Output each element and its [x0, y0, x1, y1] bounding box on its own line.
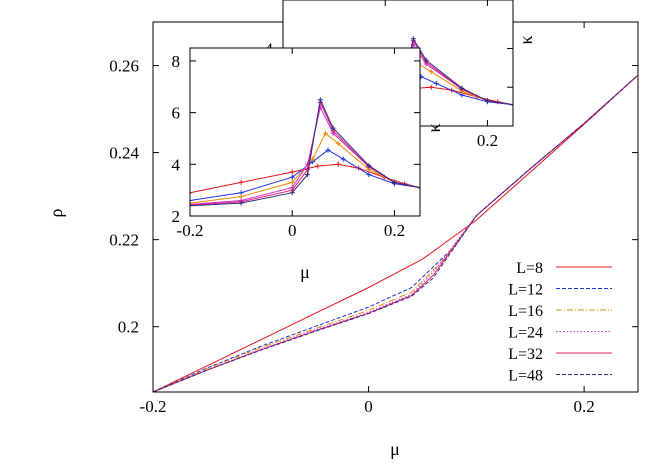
data-point	[428, 84, 434, 90]
data-point	[335, 161, 341, 167]
y-tick-label: 0.26	[109, 57, 139, 76]
x-tick-label: -0.2	[177, 221, 204, 240]
inset-front: -0.2 0 0.2 2 4 6 8 μ κ	[172, 47, 444, 282]
data-point	[289, 190, 295, 196]
series-line-l16	[153, 74, 638, 392]
data-point	[417, 185, 420, 191]
y-tick-label: 6	[172, 104, 181, 123]
y-axis-label: ρ	[46, 208, 66, 217]
data-point	[190, 201, 193, 207]
legend-label: L=48	[508, 368, 543, 385]
data-point	[315, 163, 321, 169]
x-axis-label: μ	[300, 262, 310, 282]
data-point	[289, 179, 295, 185]
data-point	[190, 197, 193, 203]
x-tick-label: 0.2	[477, 131, 498, 150]
legend-label: L=24	[508, 325, 543, 342]
legend-label: L=32	[508, 346, 543, 363]
data-point	[325, 147, 331, 153]
data-point	[289, 169, 295, 175]
legend: L=8 L=12 L=16 L=24 L=32 L=48	[508, 260, 612, 385]
y-tick-label: 0.2	[118, 318, 139, 337]
data-point	[310, 156, 316, 162]
x-tick-label: 0.2	[573, 397, 594, 416]
x-tick-label: 0	[364, 397, 373, 416]
legend-label: L=8	[516, 260, 543, 277]
data-point	[391, 179, 397, 185]
legend-label: L=16	[508, 303, 543, 320]
series-line-l8	[153, 74, 638, 392]
data-point	[317, 97, 323, 103]
data-point	[190, 190, 193, 196]
data-point	[238, 179, 244, 185]
x-tick-label: -0.2	[140, 397, 167, 416]
data-point	[335, 141, 341, 147]
data-point	[330, 125, 336, 131]
data-point	[190, 203, 193, 209]
y-tick-label: 4	[172, 155, 181, 174]
y-tick-label: 2	[172, 207, 181, 226]
data-point	[366, 163, 372, 169]
series-line-l48	[153, 74, 638, 392]
data-point	[428, 69, 434, 75]
x-tick-label: 0	[288, 221, 297, 240]
y-axis-label: κ	[424, 123, 444, 132]
data-point	[238, 200, 244, 206]
x-tick-label: 0.2	[384, 221, 405, 240]
data-point	[190, 200, 193, 206]
data-point	[322, 130, 328, 136]
inset-front-frame	[189, 47, 421, 217]
x-axis-label: μ	[390, 439, 400, 459]
y-tick-label: 8	[172, 52, 181, 71]
data-point	[289, 174, 295, 180]
data-point	[305, 172, 311, 178]
data-point	[459, 85, 465, 91]
y-axis-label: κ	[516, 35, 536, 44]
data-point	[340, 156, 346, 162]
data-point	[510, 102, 513, 108]
data-point	[305, 166, 311, 172]
data-point	[433, 80, 439, 86]
y-tick-label: 0.22	[109, 231, 139, 250]
legend-label: L=12	[508, 282, 543, 299]
inset-front-background	[190, 48, 420, 216]
data-point	[410, 36, 416, 42]
data-point	[484, 98, 490, 104]
data-point	[423, 57, 429, 63]
data-point	[366, 172, 372, 178]
y-tick-label: 0.24	[109, 144, 139, 163]
